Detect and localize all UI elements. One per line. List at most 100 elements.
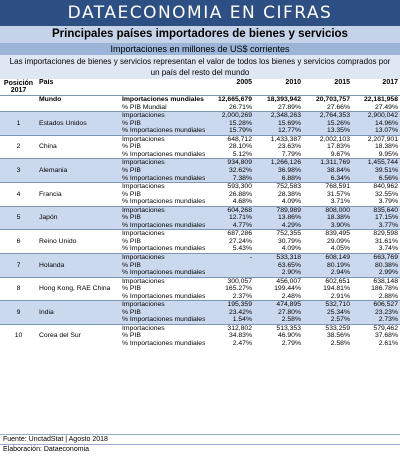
- value-cell: 6.34%: [303, 174, 352, 183]
- value-cell: 4.29%: [254, 221, 303, 230]
- value-cell: 27.49%: [352, 103, 400, 112]
- rank-cell: [0, 103, 37, 112]
- value-cell: 593,300: [205, 182, 254, 191]
- rank-cell: 3: [0, 158, 37, 183]
- table-row: % Importaciones mundiales 15.79% 12.77% 13.…: [0, 127, 400, 136]
- metric-cell: % PIB: [120, 237, 205, 246]
- imports-table: Posición País 2005 2010 2015 2017 2017 M…: [0, 79, 400, 348]
- metric-cell: % Importaciones mundiales: [120, 221, 205, 230]
- value-cell: 4.09%: [254, 245, 303, 254]
- value-cell: 4.77%: [205, 221, 254, 230]
- value-cell: 934,809: [205, 158, 254, 167]
- rank-cell: 6: [0, 229, 37, 254]
- metric-cell: % PIB: [120, 166, 205, 175]
- value-cell: 31.61%: [352, 237, 400, 246]
- value-cell: 38.84%: [303, 166, 352, 175]
- metric-cell: % PIB: [120, 261, 205, 270]
- table-row: % PIB 28.10% 23.63% 17.83% 18.38%: [0, 143, 400, 151]
- value-cell: 3.79%: [352, 198, 400, 207]
- description-line-2: un país del resto del mundo: [150, 68, 250, 77]
- metric-cell: % Importaciones mundiales: [120, 174, 205, 183]
- value-cell: 752,355: [254, 229, 303, 238]
- table-row: % Importaciones mundiales 4.77% 4.29% 3.90%…: [0, 221, 400, 230]
- value-cell: 186.78%: [352, 285, 400, 293]
- value-cell: 13.35%: [303, 127, 352, 136]
- header-position-year: 2017: [0, 87, 37, 96]
- value-cell: 533,318: [254, 252, 303, 262]
- country-name: Alemania: [37, 158, 120, 183]
- value-cell: 663,769: [352, 252, 400, 262]
- metric-cell: % Importaciones mundiales: [120, 316, 205, 325]
- table-row: % PIB 32.62% 36.98% 38.84% 39.51%: [0, 166, 400, 175]
- value-cell: 2.61%: [352, 339, 400, 348]
- value-cell: 2.90%: [254, 269, 303, 278]
- value-cell: 31.57%: [303, 190, 352, 199]
- metric-cell: % Importaciones mundiales: [120, 150, 205, 159]
- value-cell: 2,348,263: [254, 111, 303, 120]
- value-cell: 768,591: [303, 182, 352, 191]
- value-cell: 23.42%: [205, 308, 254, 317]
- value-cell: 840,962: [352, 182, 400, 191]
- value-cell: 2.58%: [303, 339, 352, 348]
- value-cell: 194.81%: [303, 285, 352, 293]
- value-cell: 2.88%: [352, 292, 400, 301]
- country-name: Corea del Sur: [37, 323, 120, 348]
- value-cell: 687,286: [205, 229, 254, 238]
- value-cell: 2.94%: [303, 269, 352, 278]
- value-cell: 3.90%: [303, 221, 352, 230]
- value-cell: 2.79%: [254, 339, 303, 348]
- value-cell: 23.23%: [352, 308, 400, 317]
- header-year: 2017: [352, 79, 400, 87]
- description: Las importaciones de bienes y servicios …: [0, 55, 400, 79]
- value-cell: 199.44%: [254, 285, 303, 293]
- banner-title: DATAECONOMIA EN CIFRAS: [0, 0, 400, 26]
- value-cell: [205, 261, 254, 270]
- value-cell: 839,495: [303, 229, 352, 238]
- value-cell: 5.12%: [205, 150, 254, 159]
- country-name: India: [37, 300, 120, 325]
- value-cell: 3.77%: [352, 221, 400, 230]
- value-cell: 3.71%: [303, 198, 352, 207]
- table-row: 9 India Importaciones 195,359 474,895 532,710…: [0, 300, 400, 325]
- table-row: % Importaciones mundiales 5.43% 4.09% 4.05%…: [0, 245, 400, 254]
- page-subtitle: Importaciones en millones de US$ corrien…: [0, 43, 400, 55]
- table-row: 2 China Importaciones 648,712 1,433,387 2,002…: [0, 134, 400, 159]
- value-cell: 63.65%: [254, 261, 303, 270]
- table-row: % PIB 26.88% 28.38% 31.57% 32.55%: [0, 190, 400, 199]
- value-cell: 165.27%: [205, 285, 254, 293]
- metric-cell: % PIB: [120, 214, 205, 222]
- header-year: 2005: [205, 79, 254, 87]
- value-cell: 2.57%: [303, 316, 352, 325]
- value-cell: 27.24%: [205, 237, 254, 246]
- value-cell: 1,433,387: [254, 134, 303, 144]
- value-cell: 2.91%: [303, 292, 352, 301]
- value-cell: 2.58%: [254, 316, 303, 325]
- value-cell: 456,007: [254, 276, 303, 286]
- country-name: Reino Unido: [37, 229, 120, 254]
- value-cell: 36.98%: [254, 166, 303, 175]
- value-cell: 2,000,269: [205, 111, 254, 120]
- table-row: % Importaciones mundiales 2.37% 2.48% 2.91%…: [0, 292, 400, 301]
- table-row: % PIB 12.71% 13.86% 18.38% 17.15%: [0, 214, 400, 222]
- country-name: Hong Kong, RAE China: [37, 276, 120, 301]
- value-cell: 27.80%: [254, 308, 303, 317]
- page-title: Principales países importadores de biene…: [0, 26, 400, 43]
- table-row: 5 Japón Importaciones 604,268 789,989 808,000…: [0, 205, 400, 230]
- table-row: % Importaciones mundiales 5.12% 7.79% 9.67%…: [0, 150, 400, 159]
- value-cell: 26.71%: [205, 103, 254, 112]
- metric-cell: % PIB: [120, 332, 205, 340]
- metric-cell: % Importaciones mundiales: [120, 339, 205, 348]
- table-row: % PIB Mundial 26.71% 27.89% 27.66% 27.49%: [0, 103, 400, 112]
- header-position: Posición: [0, 79, 37, 87]
- metric-cell: % PIB: [120, 190, 205, 199]
- value-cell: 15.69%: [254, 119, 303, 128]
- value-cell: 2.37%: [205, 292, 254, 301]
- value-cell: 32.62%: [205, 166, 254, 175]
- header-year: 2010: [254, 79, 303, 87]
- value-cell: 29.09%: [303, 237, 352, 246]
- value-cell: 7.38%: [205, 174, 254, 183]
- table-header-row: 2017: [0, 87, 400, 96]
- value-cell: [205, 269, 254, 278]
- metric-cell: % PIB: [120, 143, 205, 151]
- metric-cell: % Importaciones mundiales: [120, 292, 205, 301]
